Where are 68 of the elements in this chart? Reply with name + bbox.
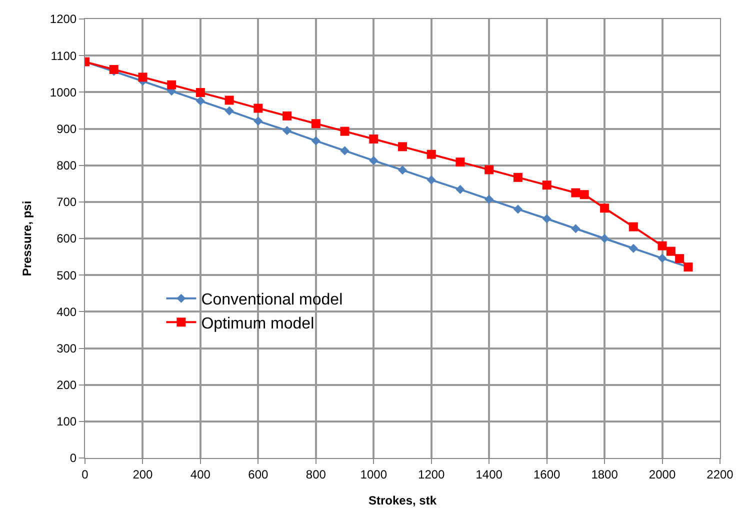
point [484, 165, 494, 174]
x-tick-label: 1400 [476, 467, 503, 482]
x-tick-label: 1000 [360, 467, 388, 482]
legend-label: Optimum model [201, 315, 314, 332]
point [513, 204, 522, 214]
y-tick-label: 900 [56, 122, 77, 136]
point [666, 246, 676, 256]
point [628, 244, 638, 253]
y-tick-label: 100 [56, 414, 77, 429]
point [311, 119, 320, 128]
point [571, 188, 580, 198]
x-tick-label: 1600 [533, 467, 560, 482]
point [628, 222, 638, 232]
y-tick-label: 1200 [50, 12, 77, 26]
point [542, 180, 552, 190]
y-tick-label: 400 [56, 304, 77, 319]
point [513, 172, 522, 182]
legend-label: Conventional model [201, 292, 343, 309]
point [282, 126, 292, 136]
x-tick-label: 2000 [648, 467, 676, 482]
y-tick-label: 1000 [50, 85, 77, 100]
point [196, 88, 205, 98]
point [675, 254, 684, 264]
point [658, 254, 667, 263]
y-tick-label: 1100 [50, 48, 77, 63]
x-tick-label: 800 [306, 467, 326, 482]
point [340, 126, 350, 136]
point [426, 150, 436, 159]
x-tick-label: 400 [190, 467, 211, 482]
y-tick-label: 600 [56, 232, 77, 246]
point [600, 234, 610, 244]
point [484, 194, 494, 204]
point [426, 175, 436, 185]
x-tick-label: 1200 [418, 467, 446, 482]
point [658, 241, 667, 250]
y-tick-label: 500 [56, 268, 77, 282]
x-tick-label: 2200 [706, 467, 734, 482]
y-tick-label: 700 [56, 195, 77, 210]
x-tick-label: 0 [82, 467, 89, 482]
x-tick-label: 1800 [591, 467, 618, 482]
point [167, 80, 176, 90]
point [456, 158, 465, 167]
point [138, 72, 148, 82]
point [224, 96, 234, 105]
point [369, 134, 378, 144]
y-tick-label: 0 [70, 451, 77, 466]
point [456, 184, 465, 194]
point [571, 224, 580, 234]
point [398, 142, 407, 152]
point [369, 156, 378, 166]
point [224, 106, 234, 116]
y-tick-label: 300 [56, 341, 77, 356]
x-axis-title: Strokes, stk [368, 493, 437, 508]
point [282, 111, 292, 120]
point [340, 146, 350, 156]
point [254, 104, 263, 113]
point [254, 116, 263, 126]
point [600, 204, 610, 213]
point [542, 214, 552, 224]
point [311, 136, 320, 146]
y-tick-label: 800 [56, 158, 77, 173]
point [398, 166, 408, 175]
x-tick-label: 600 [248, 467, 269, 482]
x-tick-label: 200 [132, 467, 154, 482]
y-axis-title: Pressure, psi [20, 200, 34, 276]
point [580, 190, 589, 200]
y-tick-label: 200 [56, 378, 77, 392]
point [196, 96, 205, 106]
